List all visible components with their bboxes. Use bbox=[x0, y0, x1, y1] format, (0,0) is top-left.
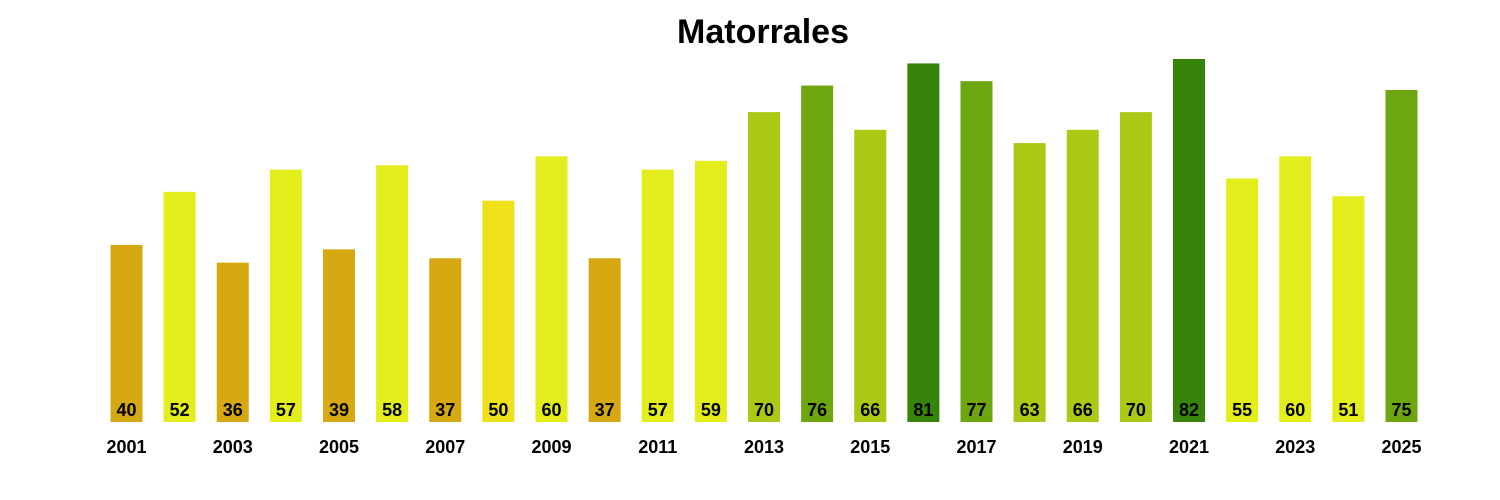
value-label-2009: 60 bbox=[541, 400, 561, 420]
bar-2012 bbox=[694, 160, 727, 422]
value-label-2012: 59 bbox=[701, 400, 721, 420]
value-label-2019: 66 bbox=[1073, 400, 1093, 420]
bar-2009 bbox=[535, 156, 568, 422]
bar-2014 bbox=[801, 85, 834, 422]
bar-2004 bbox=[269, 169, 302, 422]
value-label-2011: 57 bbox=[648, 400, 668, 420]
bar-2013 bbox=[748, 112, 780, 423]
value-label-2005: 39 bbox=[329, 400, 349, 420]
value-label-2021: 82 bbox=[1179, 400, 1199, 420]
value-label-2022: 55 bbox=[1232, 400, 1252, 420]
x-tick-label-2023: 2023 bbox=[1275, 437, 1315, 457]
value-label-2020: 70 bbox=[1126, 400, 1146, 420]
bar-2023 bbox=[1279, 156, 1312, 422]
x-tick-label-2015: 2015 bbox=[850, 437, 890, 457]
bar-2022 bbox=[1226, 178, 1259, 422]
value-label-2006: 58 bbox=[382, 400, 402, 420]
bar-2011 bbox=[641, 169, 674, 422]
bar-2007 bbox=[429, 258, 462, 422]
x-tick-label-2011: 2011 bbox=[638, 437, 677, 457]
value-label-2007: 37 bbox=[435, 400, 455, 420]
value-label-2015: 66 bbox=[860, 400, 880, 420]
value-label-2025: 75 bbox=[1391, 400, 1411, 420]
x-tick-label-2007: 2007 bbox=[425, 437, 465, 457]
bar-2020 bbox=[1119, 112, 1152, 423]
x-tick-label-2013: 2013 bbox=[744, 437, 784, 457]
x-axis-tick-labels: 2001 2003 2005 2007 2009 2011 2013 2015 2017 2019… bbox=[106, 437, 1421, 457]
value-label-2024: 51 bbox=[1338, 400, 1358, 420]
bar-2008 bbox=[482, 200, 515, 422]
bar-2016 bbox=[907, 63, 940, 423]
bar-2018 bbox=[1013, 143, 1046, 423]
value-label-2008: 50 bbox=[488, 400, 508, 420]
value-labels-group: 40 52 36 57 39 58 37 50 60 37 57 59 70 76 66 81 77 63 66 70… bbox=[116, 400, 1411, 420]
x-tick-label-2025: 2025 bbox=[1381, 437, 1421, 457]
value-label-2016: 81 bbox=[913, 400, 933, 420]
x-tick-label-2005: 2005 bbox=[319, 437, 359, 457]
bar-2001 bbox=[110, 244, 143, 422]
bar-2006 bbox=[376, 165, 409, 423]
x-tick-label-2001: 2001 bbox=[106, 437, 146, 457]
value-label-2002: 52 bbox=[170, 400, 190, 420]
x-tick-label-2003: 2003 bbox=[213, 437, 253, 457]
value-label-2010: 37 bbox=[595, 400, 615, 420]
x-tick-label-2017: 2017 bbox=[956, 437, 996, 457]
bar-2005 bbox=[323, 249, 355, 422]
bar-2019 bbox=[1066, 129, 1099, 422]
value-label-2013: 70 bbox=[754, 400, 774, 420]
bar-2010 bbox=[588, 258, 621, 422]
x-tick-label-2021: 2021 bbox=[1169, 437, 1209, 457]
value-label-2001: 40 bbox=[116, 400, 136, 420]
value-label-2017: 77 bbox=[966, 400, 986, 420]
bar-2024 bbox=[1332, 196, 1365, 422]
bar-2017 bbox=[960, 81, 993, 422]
bar-2003 bbox=[216, 262, 249, 422]
value-label-2023: 60 bbox=[1285, 400, 1305, 420]
x-tick-label-2019: 2019 bbox=[1063, 437, 1103, 457]
bars-group bbox=[110, 59, 1418, 423]
value-label-2014: 76 bbox=[807, 400, 827, 420]
x-tick-label-2009: 2009 bbox=[531, 437, 571, 457]
bar-2015 bbox=[854, 129, 887, 422]
bar-2025 bbox=[1385, 89, 1418, 423]
bar-2021 bbox=[1173, 59, 1205, 422]
bar-2002 bbox=[163, 191, 196, 422]
value-label-2018: 63 bbox=[1020, 400, 1040, 420]
value-label-2003: 36 bbox=[223, 400, 243, 420]
value-label-2004: 57 bbox=[276, 400, 296, 420]
chart-title: Matorrales bbox=[677, 13, 849, 51]
